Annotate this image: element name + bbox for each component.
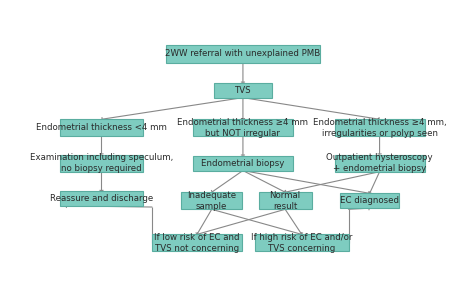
Text: 2WW referral with unexplained PMB: 2WW referral with unexplained PMB — [165, 49, 320, 58]
FancyBboxPatch shape — [182, 192, 242, 209]
FancyBboxPatch shape — [60, 191, 143, 206]
FancyBboxPatch shape — [60, 155, 143, 172]
Text: Endometrial biopsy: Endometrial biopsy — [201, 159, 284, 168]
FancyBboxPatch shape — [60, 119, 143, 136]
Text: Reassure and discharge: Reassure and discharge — [50, 194, 153, 203]
Text: TVS: TVS — [235, 86, 251, 95]
FancyBboxPatch shape — [166, 45, 320, 63]
FancyBboxPatch shape — [152, 234, 242, 252]
Text: Normal
result: Normal result — [270, 191, 301, 211]
FancyBboxPatch shape — [340, 193, 399, 208]
Text: Examination including speculum,
no biopsy required: Examination including speculum, no biops… — [30, 153, 173, 173]
FancyBboxPatch shape — [213, 83, 272, 98]
Text: Outpatient hysteroscopy
+ endometrial biopsy: Outpatient hysteroscopy + endometrial bi… — [326, 153, 433, 173]
Text: If low risk of EC and
TVS not concerning: If low risk of EC and TVS not concerning — [154, 233, 240, 253]
FancyBboxPatch shape — [258, 192, 312, 209]
Text: Endometrial thickness ≥4 mm,
irregularities or polyp seen: Endometrial thickness ≥4 mm, irregularit… — [313, 118, 447, 138]
Text: EC diagnosed: EC diagnosed — [340, 196, 399, 205]
Text: Endometrial thickness ≥4 mm
but NOT irregular: Endometrial thickness ≥4 mm but NOT irre… — [177, 118, 309, 138]
FancyBboxPatch shape — [335, 119, 425, 136]
Text: Inadequate
sample: Inadequate sample — [187, 191, 236, 211]
Text: If high risk of EC and/or
TVS concerning: If high risk of EC and/or TVS concerning — [251, 233, 352, 253]
FancyBboxPatch shape — [193, 156, 292, 170]
FancyBboxPatch shape — [193, 119, 292, 136]
FancyBboxPatch shape — [255, 234, 348, 252]
FancyBboxPatch shape — [335, 155, 425, 172]
Text: Endometrial thickness <4 mm: Endometrial thickness <4 mm — [36, 123, 167, 132]
